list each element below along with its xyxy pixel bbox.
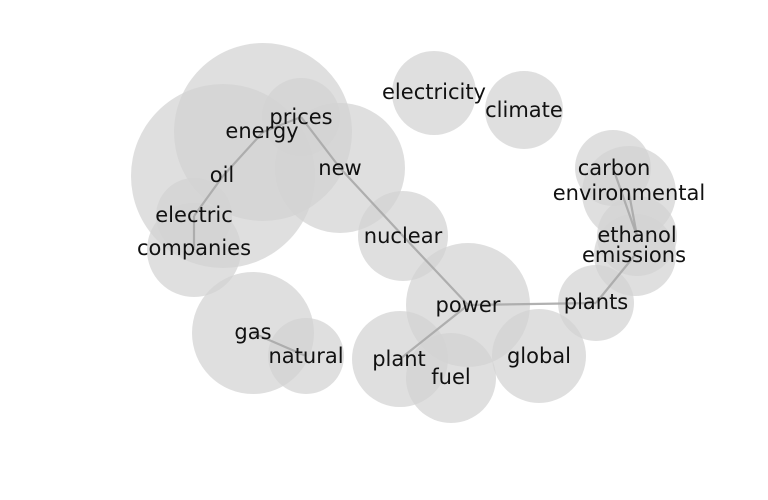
node-label-fuel: fuel [431,365,470,389]
node-label-power: power [436,293,501,317]
node-label-electricity: electricity [382,80,486,104]
edge-carbon-ethanol [611,167,639,237]
node-bubble-global [492,309,586,403]
node-label-climate: climate [485,98,563,122]
node-bubble-electricity [392,51,476,135]
node-label-plants: plants [564,290,629,314]
node-label-gas: gas [234,320,271,344]
node-label-electric: electric [155,203,232,227]
node-label-environmental: environmental [553,181,705,205]
node-label-new: new [318,156,361,180]
node-label-global: global [507,344,571,368]
edge-energy-prices [262,115,302,134]
node-label-nuclear: nuclear [364,224,443,248]
edge-power-plants [467,301,597,307]
node-label-carbon: carbon [578,156,651,180]
node-bubble-climate [485,71,563,149]
node-bubble-fuel [406,333,496,423]
node-label-emissions: emissions [582,243,686,267]
edge-power-plant [399,304,469,360]
edge-oil-electric [193,175,224,217]
edge-environmental-ethanol [627,192,639,237]
node-label-energy: energy [225,119,298,143]
node-label-ethanol: ethanol [597,223,676,247]
edge-gas-natural [252,331,307,358]
edge-plants-emissions [595,254,636,304]
edge-layer [192,115,639,360]
edge-new-nuclear [339,167,404,237]
edge-energy-oil [222,131,264,177]
node-label-prices: prices [269,105,332,129]
label-layer: energy oil prices new electric companies elect… [137,80,705,389]
node-label-natural: natural [268,344,343,368]
edge-nuclear-power [402,235,469,306]
edge-prices-new [300,116,341,169]
node-label-oil: oil [210,163,235,187]
node-label-plant: plant [372,347,426,371]
node-label-companies: companies [137,236,251,260]
